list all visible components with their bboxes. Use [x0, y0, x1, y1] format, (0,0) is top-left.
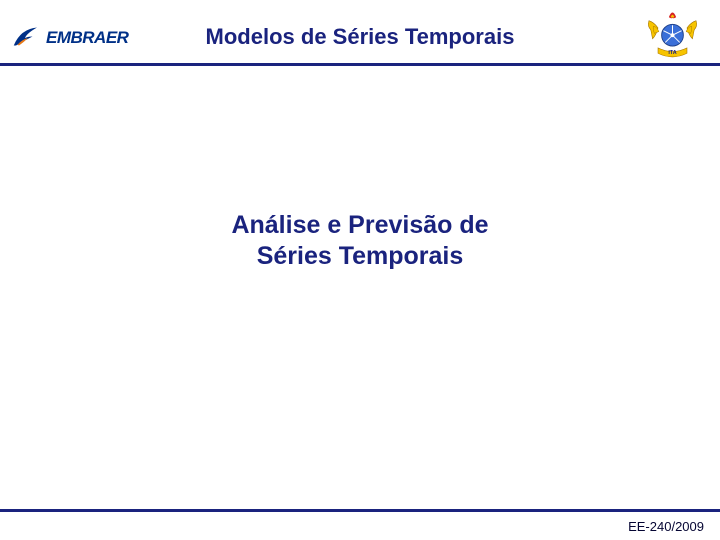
embraer-logo: EMBRAER — [10, 18, 160, 58]
embraer-logo-text: EMBRAER — [46, 28, 128, 48]
footer-divider — [0, 509, 720, 512]
main-title-line1: Análise e Previsão de — [231, 211, 488, 239]
ita-logo: ITA — [645, 8, 700, 66]
svg-text:ITA: ITA — [668, 50, 676, 56]
main-title-line2: Séries Temporais — [257, 242, 464, 270]
main-title: Análise e Previsão de Séries Temporais — [231, 210, 488, 273]
slide-title: Modelos de Séries Temporais — [206, 24, 515, 50]
header-divider — [0, 63, 720, 66]
footer-course-code: EE-240/2009 — [628, 519, 704, 534]
embraer-bird-icon — [10, 23, 40, 53]
slide-header: EMBRAER Modelos de Séries Temporais — [0, 0, 720, 70]
